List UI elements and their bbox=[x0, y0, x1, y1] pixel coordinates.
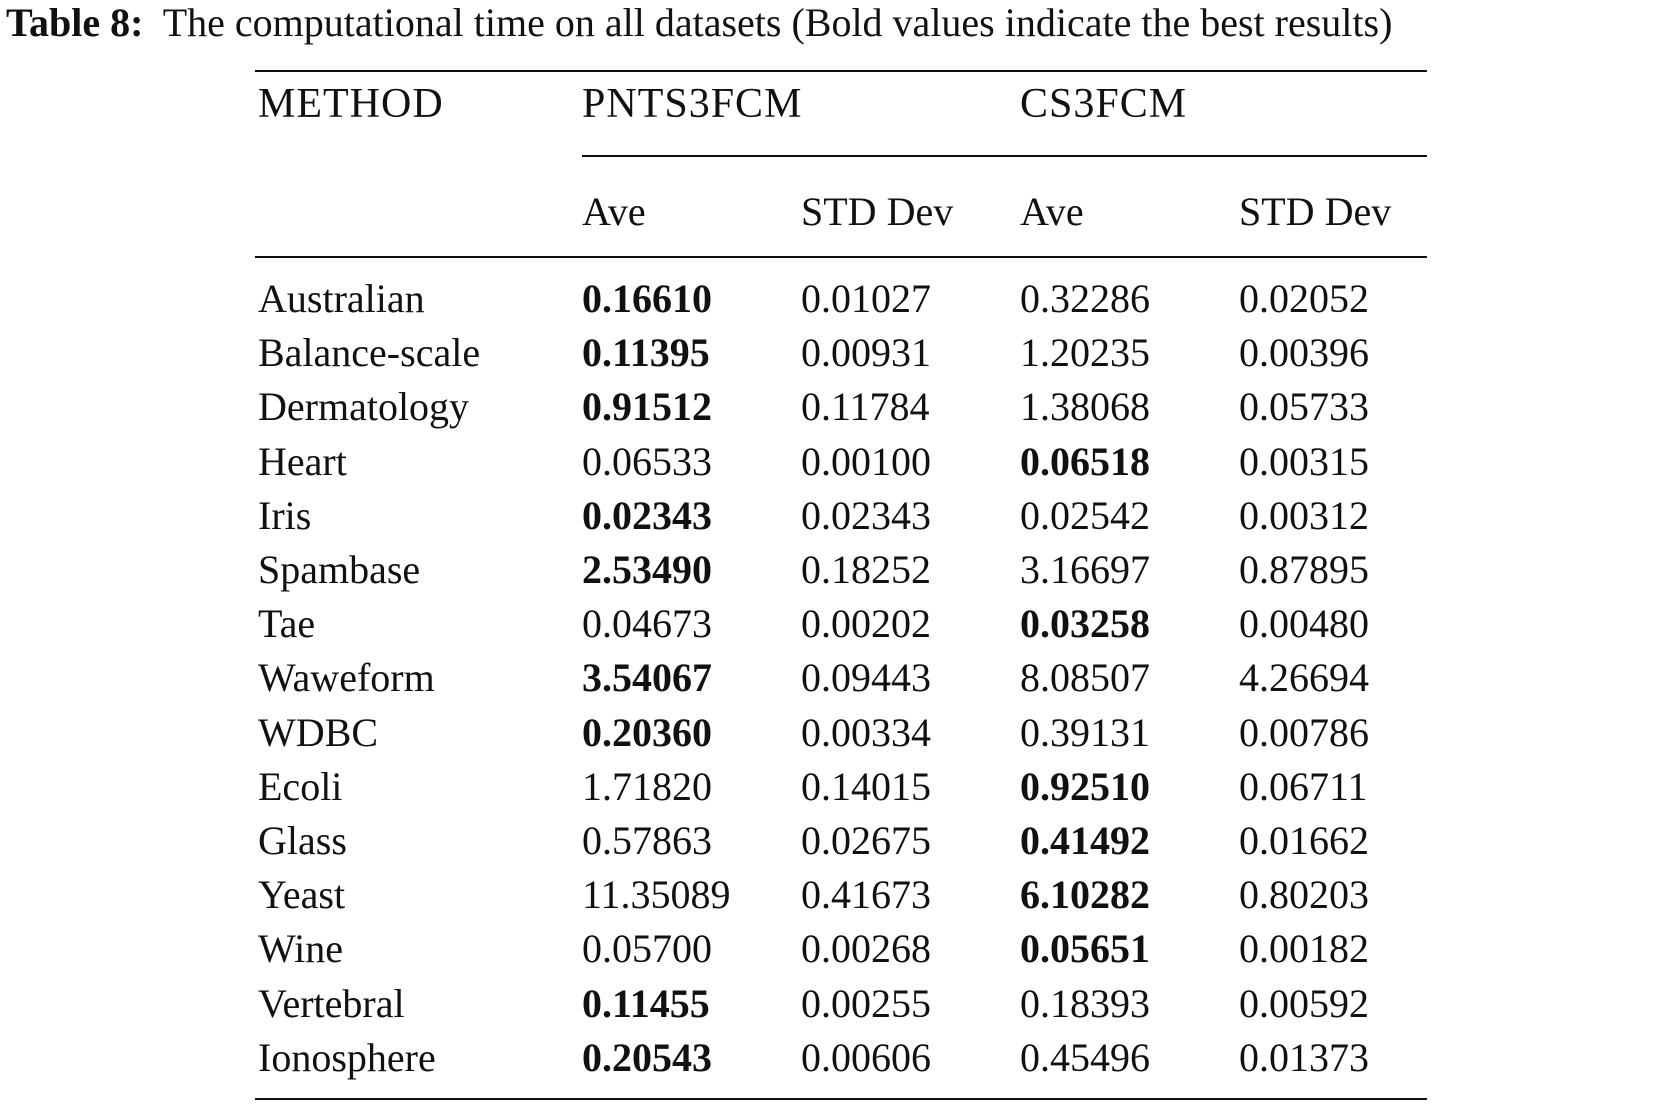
table-cell: 0.45496 bbox=[1020, 1035, 1150, 1080]
table-cell: 3.54067 bbox=[582, 655, 712, 700]
row-dataset-name: Yeast bbox=[258, 872, 346, 917]
header-bottom-rule bbox=[255, 256, 1427, 258]
table-cell: 0.02343 bbox=[582, 493, 712, 538]
table-caption: Table 8: The computational time on all d… bbox=[6, 0, 1666, 46]
table-cell: 0.41673 bbox=[801, 872, 931, 917]
header-method: METHOD bbox=[258, 81, 444, 127]
row-dataset-name: Balance-scale bbox=[258, 330, 481, 375]
table-cell: 0.14015 bbox=[801, 764, 931, 809]
table-cell: 0.00396 bbox=[1239, 330, 1369, 375]
table-cell: 0.05733 bbox=[1239, 384, 1369, 429]
table-cell: 0.00100 bbox=[801, 439, 931, 484]
table-cell: 0.00480 bbox=[1239, 601, 1369, 646]
table-cell: 0.11784 bbox=[801, 384, 930, 429]
table-caption-text: The computational time on all datasets (… bbox=[162, 0, 1393, 45]
row-dataset-name: Dermatology bbox=[258, 384, 470, 429]
table-cell: 0.18393 bbox=[1020, 981, 1150, 1026]
row-dataset-name: Ionosphere bbox=[258, 1035, 436, 1080]
table-cell: 0.09443 bbox=[801, 655, 931, 700]
table-cell: 0.87895 bbox=[1239, 547, 1369, 592]
table-cell: 0.06518 bbox=[1020, 439, 1150, 484]
table-cell: 0.18252 bbox=[801, 547, 931, 592]
table-cell: 0.41492 bbox=[1020, 818, 1150, 863]
table-cell: 0.05651 bbox=[1020, 926, 1150, 971]
table-cell: 0.16610 bbox=[582, 276, 712, 321]
table-cell: 0.00315 bbox=[1239, 439, 1369, 484]
table-cell: 0.92510 bbox=[1020, 764, 1150, 809]
row-dataset-name: Vertebral bbox=[258, 981, 405, 1026]
table-cell: 2.53490 bbox=[582, 547, 712, 592]
row-dataset-name: WDBC bbox=[258, 710, 378, 755]
table-cell: 0.04673 bbox=[582, 601, 712, 646]
table-cell: 1.20235 bbox=[1020, 330, 1150, 375]
table-cell: 1.71820 bbox=[582, 764, 712, 809]
table-cell: 0.80203 bbox=[1239, 872, 1369, 917]
table-cell: 0.20360 bbox=[582, 710, 712, 755]
row-dataset-name: Australian bbox=[258, 276, 425, 321]
table-cell: 0.00606 bbox=[801, 1035, 931, 1080]
table-cell: 0.01027 bbox=[801, 276, 931, 321]
header-group-pnts3fcm: PNTS3FCM bbox=[582, 81, 803, 127]
table-cell: 0.02343 bbox=[801, 493, 931, 538]
row-dataset-name: Heart bbox=[258, 439, 347, 484]
table-cell: 0.57863 bbox=[582, 818, 712, 863]
group-header-rule bbox=[582, 155, 1427, 157]
table-cell: 0.00312 bbox=[1239, 493, 1369, 538]
row-dataset-name: Glass bbox=[258, 818, 347, 863]
table-cell: 0.05700 bbox=[582, 926, 712, 971]
table-cell: 0.00182 bbox=[1239, 926, 1369, 971]
table-cell: 0.01662 bbox=[1239, 818, 1369, 863]
table-cell: 6.10282 bbox=[1020, 872, 1150, 917]
table-cell: 0.01373 bbox=[1239, 1035, 1369, 1080]
subheader-ave: Ave bbox=[582, 189, 646, 234]
table-cell: 0.00592 bbox=[1239, 981, 1369, 1026]
table-cell: 11.35089 bbox=[582, 872, 731, 917]
header-group-cs3fcm: CS3FCM bbox=[1020, 81, 1188, 127]
table-cell: 0.00255 bbox=[801, 981, 931, 1026]
table-caption-label: Table 8: bbox=[6, 0, 144, 45]
table-cell: 0.06711 bbox=[1239, 764, 1368, 809]
table-cell: 0.02675 bbox=[801, 818, 931, 863]
table-cell: 0.02052 bbox=[1239, 276, 1369, 321]
table-cell: 0.06533 bbox=[582, 439, 712, 484]
table-cell: 0.20543 bbox=[582, 1035, 712, 1080]
table-cell: 0.32286 bbox=[1020, 276, 1150, 321]
table-cell: 0.00334 bbox=[801, 710, 931, 755]
row-dataset-name: Iris bbox=[258, 493, 312, 538]
table-cell: 0.00202 bbox=[801, 601, 931, 646]
row-dataset-name: Tae bbox=[258, 601, 316, 646]
table-cell: 3.16697 bbox=[1020, 547, 1150, 592]
table-cell: 0.00931 bbox=[801, 330, 931, 375]
table-top-rule bbox=[255, 70, 1427, 72]
row-dataset-name: Waweform bbox=[258, 655, 435, 700]
table-cell: 8.08507 bbox=[1020, 655, 1150, 700]
table-cell: 0.91512 bbox=[582, 384, 712, 429]
row-dataset-name: Wine bbox=[258, 926, 344, 971]
table-cell: 0.02542 bbox=[1020, 493, 1150, 538]
subheader-ave: Ave bbox=[1020, 189, 1084, 234]
table-cell: 0.39131 bbox=[1020, 710, 1150, 755]
table-cell: 4.26694 bbox=[1239, 655, 1369, 700]
row-dataset-name: Spambase bbox=[258, 547, 421, 592]
table-cell: 0.03258 bbox=[1020, 601, 1150, 646]
subheader-std-dev: STD Dev bbox=[801, 189, 954, 234]
table-cell: 0.00786 bbox=[1239, 710, 1369, 755]
subheader-std-dev: STD Dev bbox=[1239, 189, 1392, 234]
table-cell: 0.11395 bbox=[582, 330, 710, 375]
table-cell: 0.11455 bbox=[582, 981, 710, 1026]
table-cell: 0.00268 bbox=[801, 926, 931, 971]
table-bottom-rule bbox=[255, 1098, 1427, 1100]
row-dataset-name: Ecoli bbox=[258, 764, 343, 809]
table-cell: 1.38068 bbox=[1020, 384, 1150, 429]
